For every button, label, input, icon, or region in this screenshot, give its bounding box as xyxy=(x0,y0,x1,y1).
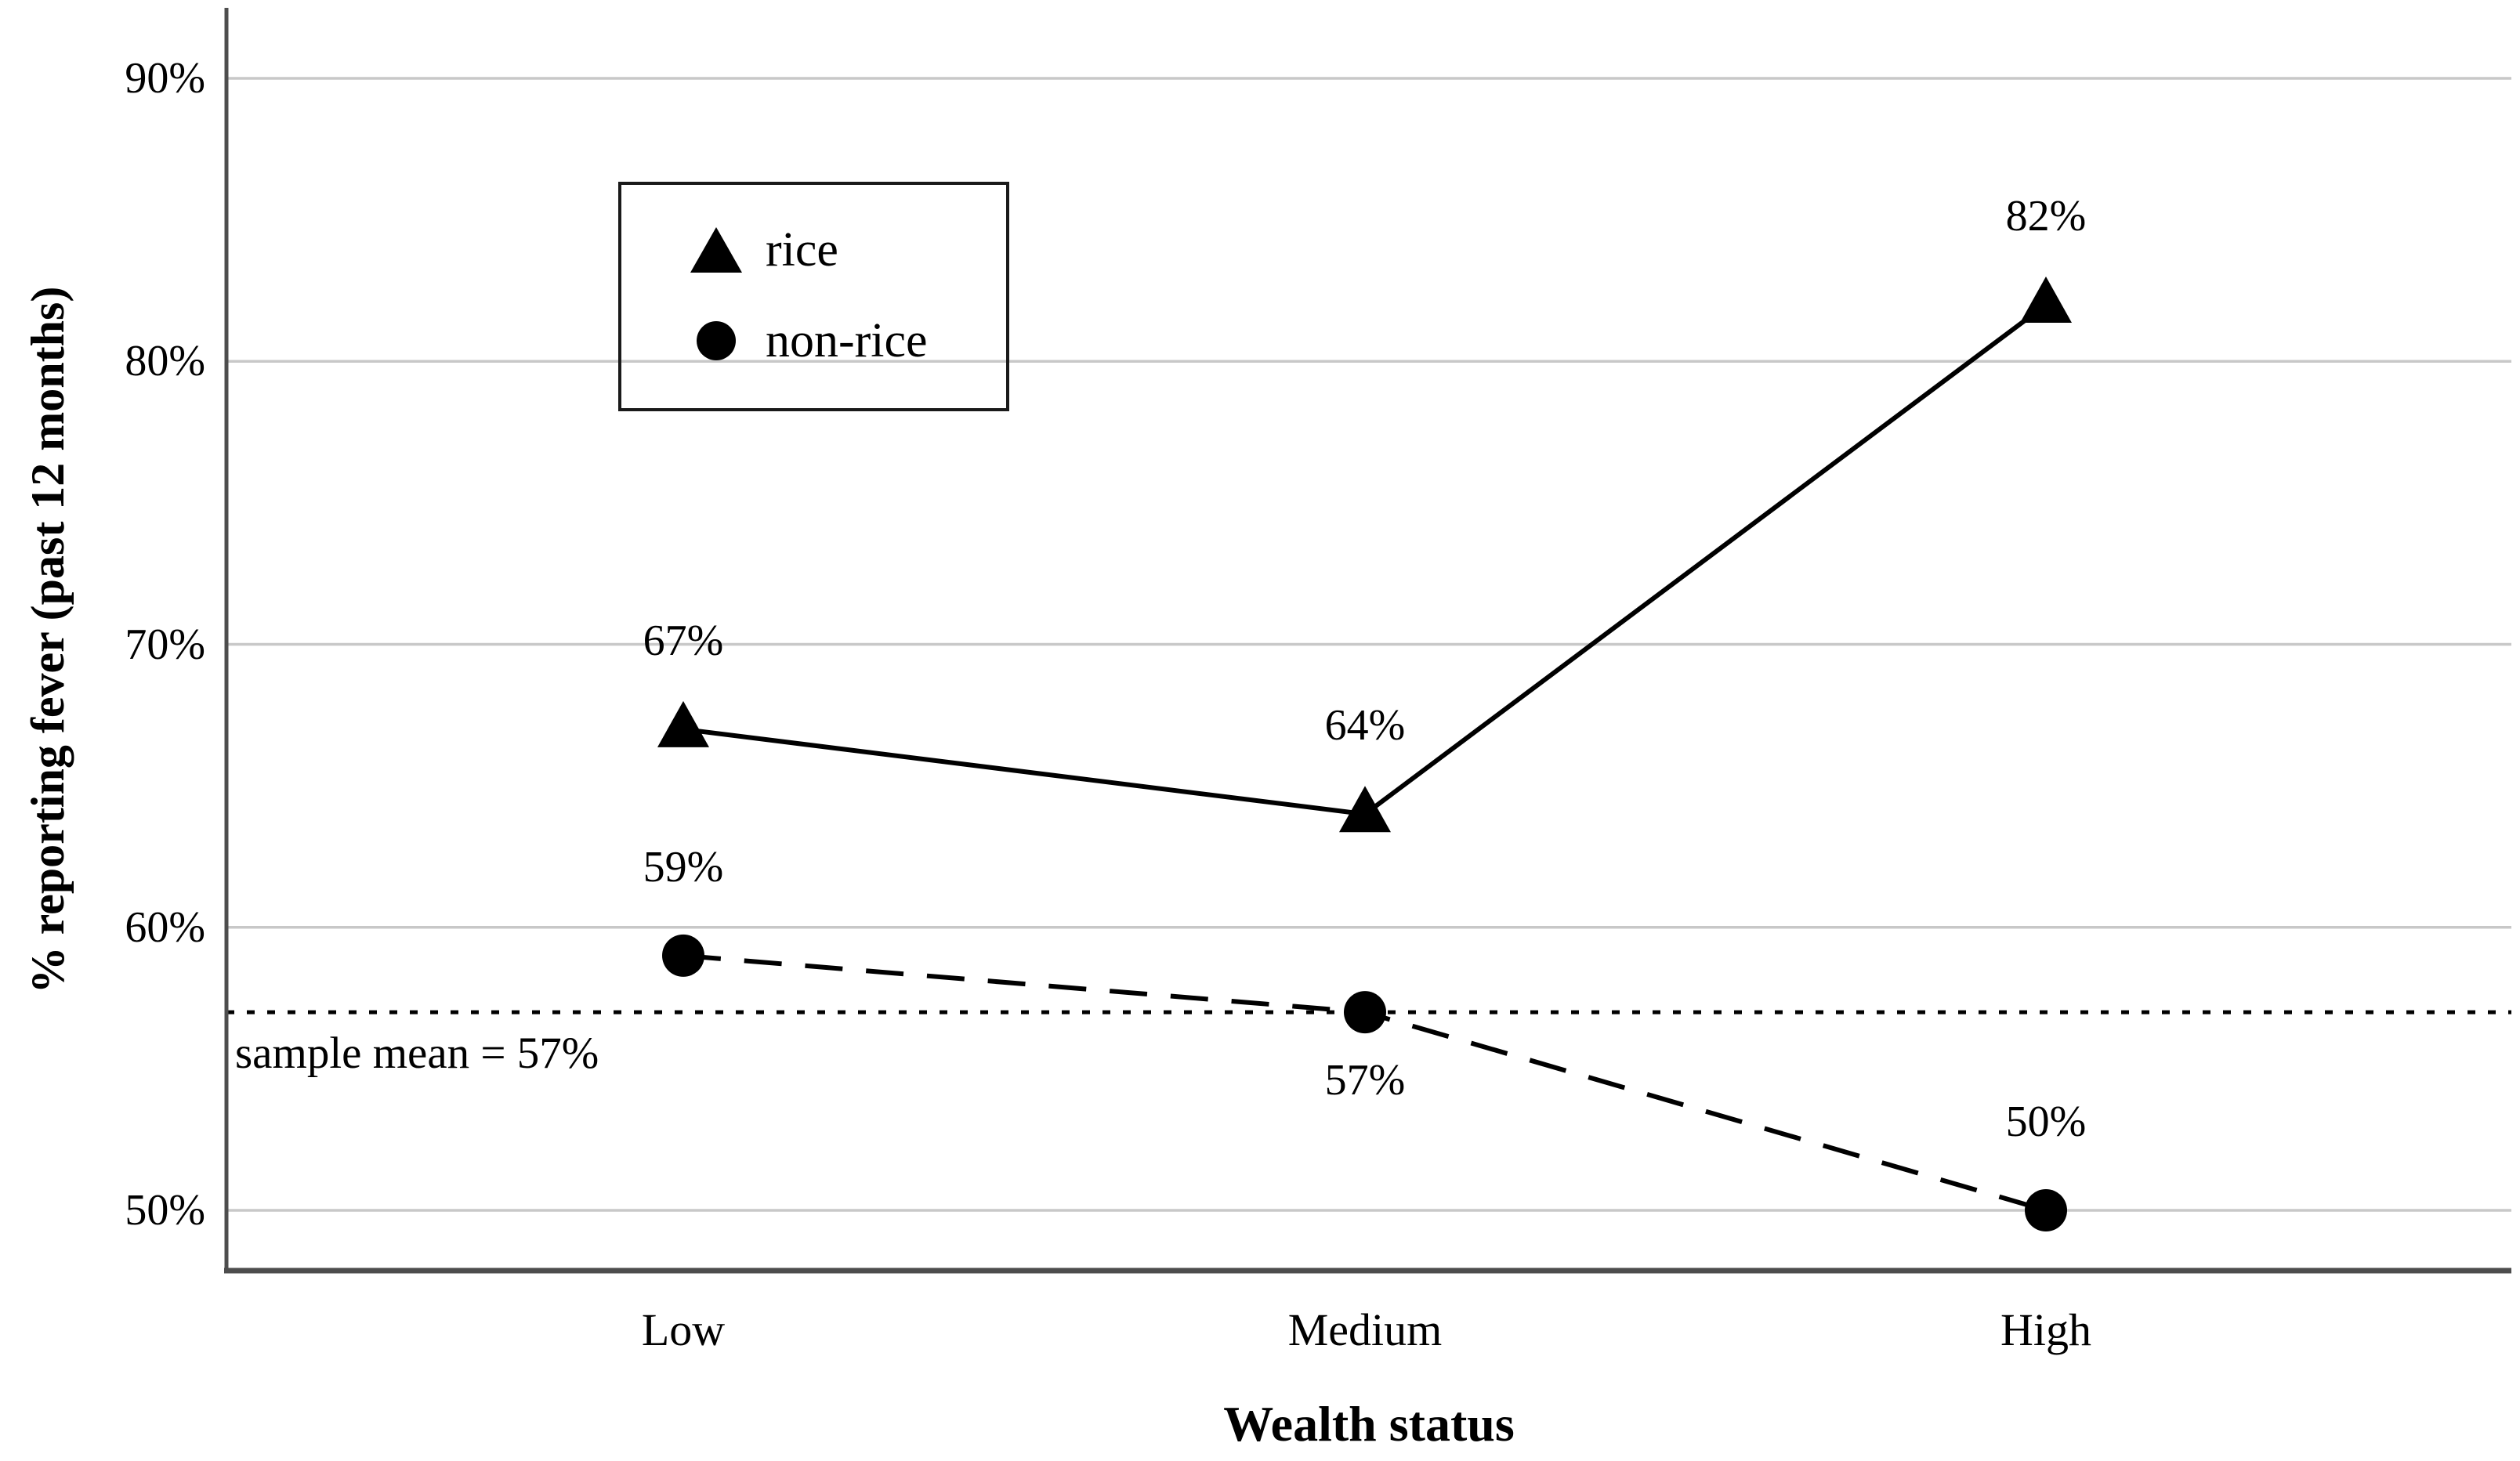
x-tick-label-high: High xyxy=(2000,1304,2091,1355)
y-axis-title: % reporting fever (past 12 months) xyxy=(22,286,74,994)
rice-marker-high xyxy=(2020,277,2072,323)
legend: rice non-rice xyxy=(618,182,1009,411)
y-tick-label-90: 90% xyxy=(125,54,205,103)
sample-mean-annotation: sample mean = 57% xyxy=(235,1029,599,1078)
x-tick-label-medium: Medium xyxy=(1287,1304,1443,1355)
data-label-rice-medium: 64% xyxy=(1324,701,1406,750)
rice-marker-low xyxy=(657,700,709,747)
data-label-non-rice-low: 59% xyxy=(643,842,724,891)
data-label-non-rice-medium: 57% xyxy=(1324,1056,1406,1105)
non-rice-marker-medium xyxy=(1344,991,1386,1034)
legend-label-non-rice: non-rice xyxy=(766,314,928,367)
x-tick-label-low: Low xyxy=(641,1304,726,1355)
triangle-marker-icon xyxy=(690,227,742,273)
y-tick-label-60: 60% xyxy=(125,902,205,952)
legend-label-rice: rice xyxy=(766,223,838,277)
y-tick-label-70: 70% xyxy=(125,620,205,669)
rice-marker-medium xyxy=(1339,786,1391,833)
circle-marker-icon xyxy=(697,321,736,360)
legend-item-rice: rice xyxy=(690,222,1006,277)
x-axis-title: Wealth status xyxy=(1223,1396,1515,1452)
legend-item-non-rice: non-rice xyxy=(690,313,1006,368)
data-label-rice-high: 82% xyxy=(2005,192,2087,240)
data-label-rice-low: 67% xyxy=(643,616,724,665)
y-tick-label-80: 80% xyxy=(125,337,205,386)
data-label-non-rice-high: 50% xyxy=(2005,1098,2087,1146)
non-rice-marker-high xyxy=(2025,1189,2067,1231)
y-tick-label-50: 50% xyxy=(125,1186,205,1235)
non-rice-marker-low xyxy=(662,934,704,977)
